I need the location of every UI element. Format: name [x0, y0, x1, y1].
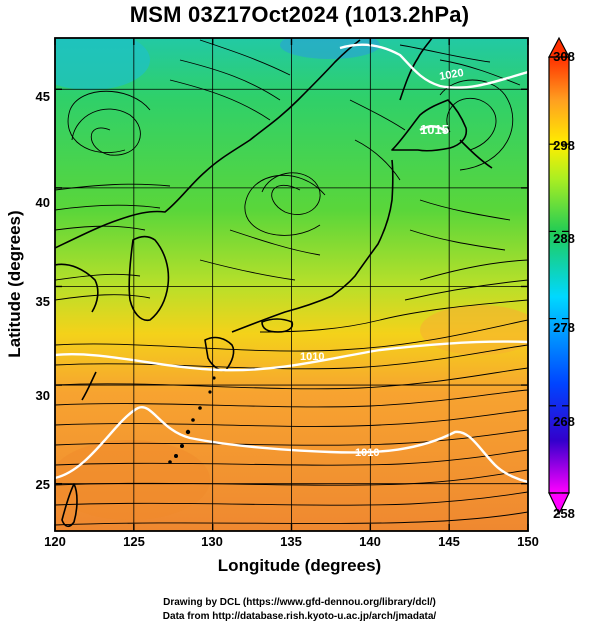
- y-axis-label: Latitude (degrees): [5, 210, 24, 358]
- contour-label: 1010: [300, 351, 324, 363]
- cool-patch: [55, 38, 150, 90]
- lon-tick-label: 120: [44, 534, 66, 549]
- isobar-contours: [55, 43, 528, 484]
- map-title: MSM 03Z17Oct2024 (1013.2hPa): [129, 2, 470, 27]
- ryukyu-islands: [168, 376, 216, 464]
- contour-label: 1020: [438, 67, 464, 83]
- lat-tick-label: 25: [35, 477, 50, 492]
- lat-tick-label: 45: [35, 89, 50, 104]
- colorbar-label: 308: [553, 49, 575, 64]
- axis-ticks: [54, 38, 529, 531]
- colorbar-max-arrow: [548, 36, 570, 58]
- lon-tick-label: 130: [201, 534, 223, 549]
- credit-data: Data from http://database.rish.kyoto-u.a…: [162, 611, 437, 622]
- colorbar-label: 288: [553, 231, 575, 246]
- contour-label: 1015: [420, 122, 449, 137]
- contour-label: 1010: [355, 447, 379, 459]
- colorbar-ticks: [549, 56, 569, 494]
- colorbar-label: 268: [553, 414, 575, 429]
- warm-patch: [55, 440, 210, 520]
- credit-drawing: Drawing by DCL (https://www.gfd-dennou.o…: [163, 597, 436, 608]
- lat-tick-label: 40: [35, 195, 50, 210]
- lat-tick-label: 30: [35, 388, 50, 403]
- lon-tick-label: 150: [517, 534, 539, 549]
- lon-tick-label: 140: [359, 534, 381, 549]
- lat-lon-grid: [55, 38, 528, 531]
- x-axis-label: Longitude (degrees): [217, 556, 382, 575]
- lon-tick-label: 135: [280, 534, 302, 549]
- colorbar-label: 298: [553, 138, 575, 153]
- colorbar-label: 278: [553, 320, 575, 335]
- colorbar-min-arrow: [548, 492, 570, 516]
- lat-tick-label: 35: [35, 294, 50, 309]
- coastlines: [55, 38, 493, 528]
- lon-tick-label: 125: [123, 534, 145, 549]
- lon-tick-label: 145: [438, 534, 460, 549]
- colorbar-label: 258: [553, 506, 575, 521]
